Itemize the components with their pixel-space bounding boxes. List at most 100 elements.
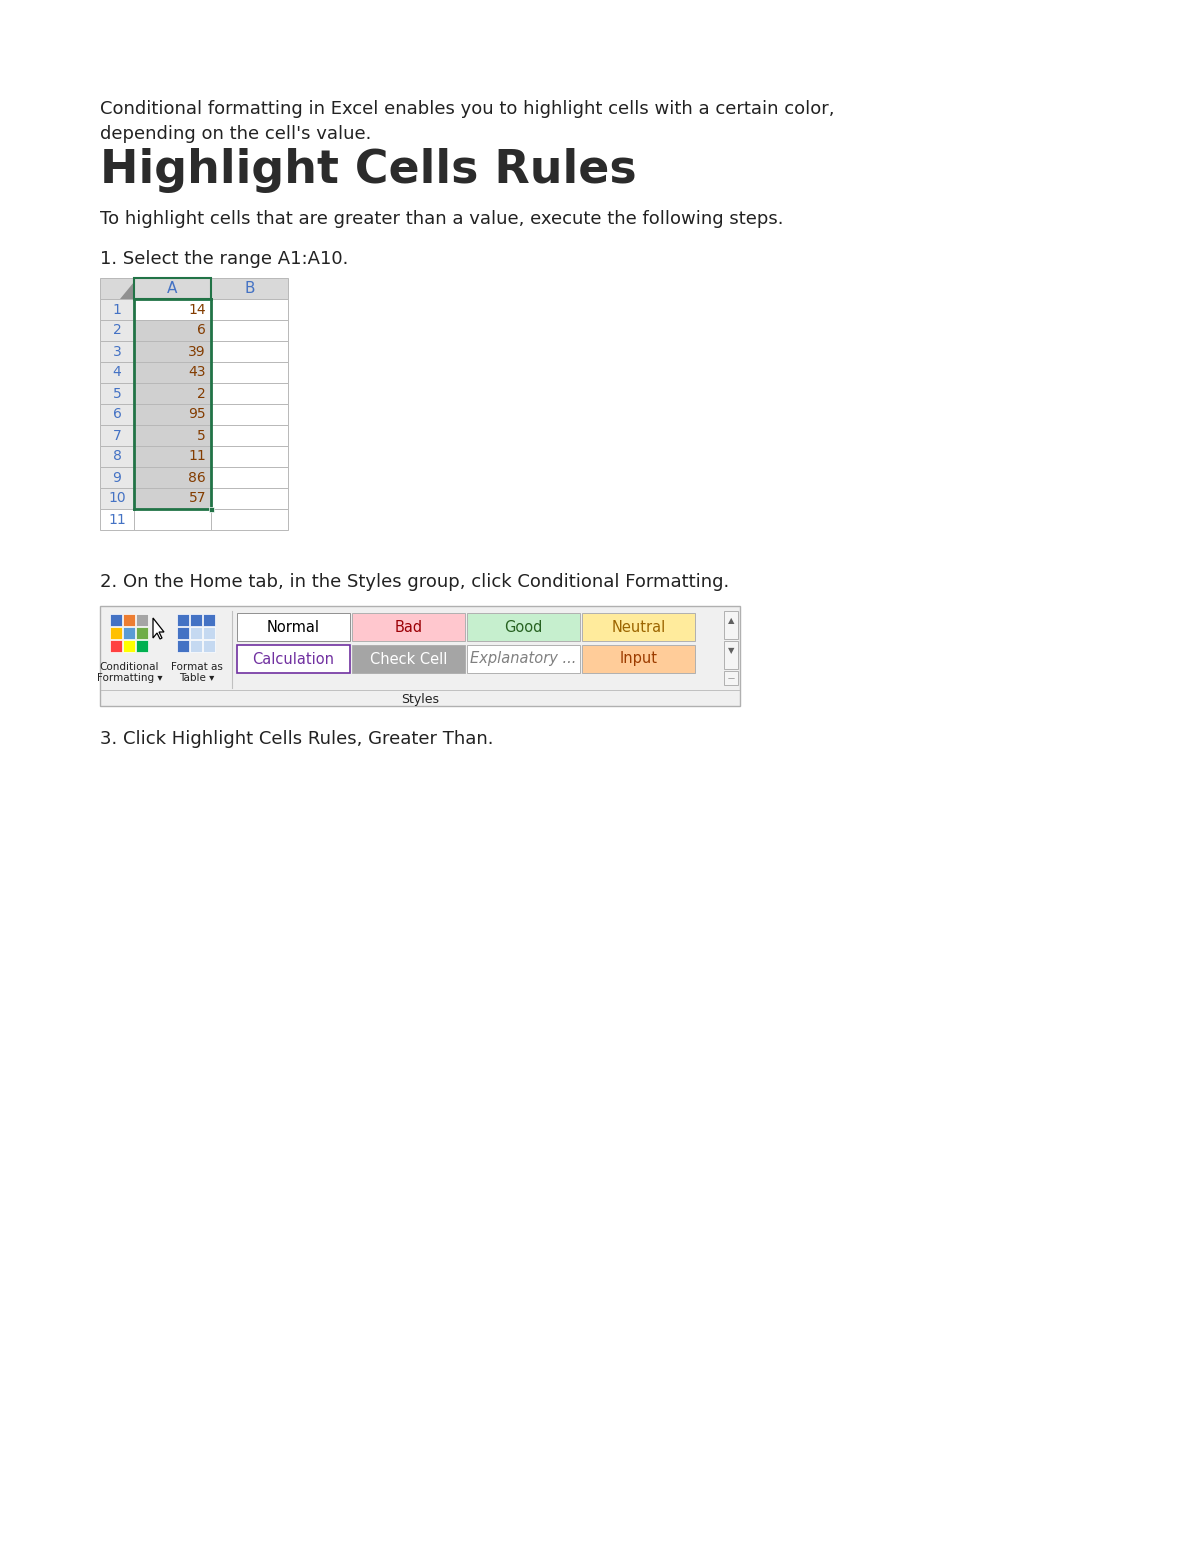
Bar	[238, 644, 350, 672]
Text: 3. Click Highlight Cells Rules, Greater Than.: 3. Click Highlight Cells Rules, Greater …	[100, 730, 493, 749]
Bar	[100, 606, 740, 707]
Bar	[100, 300, 134, 320]
Bar	[134, 426, 211, 446]
Text: 11: 11	[188, 449, 206, 463]
Text: 7: 7	[113, 429, 121, 443]
Bar	[211, 278, 288, 300]
Bar	[582, 613, 695, 641]
Bar	[211, 446, 288, 467]
Text: 1: 1	[113, 303, 121, 317]
Bar	[100, 509, 134, 530]
Text: depending on the cell's value.: depending on the cell's value.	[100, 124, 371, 143]
Bar	[211, 300, 288, 320]
Text: ▲: ▲	[727, 617, 734, 626]
Bar	[190, 640, 202, 652]
Text: A: A	[167, 281, 178, 297]
Text: 11: 11	[108, 512, 126, 526]
Bar	[211, 426, 288, 446]
Bar	[211, 404, 288, 426]
Bar	[211, 342, 288, 362]
Bar	[352, 613, 466, 641]
Text: Table ▾: Table ▾	[179, 672, 214, 683]
Bar	[211, 509, 288, 530]
Bar	[100, 278, 134, 300]
Bar	[110, 640, 122, 652]
Text: Check Cell: Check Cell	[370, 652, 448, 666]
Bar	[134, 467, 211, 488]
Bar	[134, 404, 211, 426]
Bar	[467, 613, 580, 641]
Bar	[100, 342, 134, 362]
Text: Explanatory ...: Explanatory ...	[470, 652, 577, 666]
Bar	[134, 362, 211, 384]
Bar	[178, 627, 190, 638]
Bar	[134, 509, 211, 530]
Bar	[190, 627, 202, 638]
Text: Format as: Format as	[170, 662, 222, 672]
Text: 39: 39	[188, 345, 206, 359]
Text: Highlight Cells Rules: Highlight Cells Rules	[100, 148, 637, 193]
Text: Conditional: Conditional	[100, 662, 160, 672]
Bar	[134, 278, 211, 300]
Text: 8: 8	[113, 449, 121, 463]
Bar	[136, 640, 148, 652]
Text: 5: 5	[113, 387, 121, 401]
Bar	[110, 627, 122, 638]
Text: To highlight cells that are greater than a value, execute the following steps.: To highlight cells that are greater than…	[100, 210, 784, 228]
Bar	[136, 627, 148, 638]
Bar	[211, 467, 288, 488]
Bar	[136, 613, 148, 626]
Text: 2. On the Home tab, in the Styles group, click Conditional Formatting.: 2. On the Home tab, in the Styles group,…	[100, 573, 730, 592]
Bar	[134, 320, 211, 342]
Bar	[467, 644, 580, 672]
Bar	[100, 384, 134, 404]
Bar	[211, 362, 288, 384]
Text: Input: Input	[619, 652, 658, 666]
Text: Normal: Normal	[266, 620, 320, 635]
Bar	[134, 300, 211, 320]
Bar	[100, 446, 134, 467]
Bar	[134, 446, 211, 467]
Text: Formatting ▾: Formatting ▾	[97, 672, 162, 683]
Text: 95: 95	[188, 407, 206, 421]
Text: 6: 6	[197, 323, 206, 337]
Text: Styles: Styles	[401, 693, 439, 705]
Bar	[100, 320, 134, 342]
Bar	[110, 613, 122, 626]
Bar	[724, 671, 738, 685]
Bar	[134, 342, 211, 362]
Bar	[100, 404, 134, 426]
Bar	[352, 644, 466, 672]
Text: 5: 5	[197, 429, 206, 443]
Bar	[211, 488, 288, 509]
Bar	[190, 613, 202, 626]
Polygon shape	[120, 283, 134, 300]
Bar	[178, 613, 190, 626]
Text: Good: Good	[504, 620, 542, 635]
Text: 6: 6	[113, 407, 121, 421]
Bar	[582, 644, 695, 672]
Text: 2: 2	[197, 387, 206, 401]
Bar	[134, 384, 211, 404]
Text: —: —	[727, 676, 734, 682]
Bar	[134, 488, 211, 509]
Polygon shape	[154, 618, 164, 638]
Text: 4: 4	[113, 365, 121, 379]
Bar	[100, 426, 134, 446]
Bar	[203, 627, 215, 638]
Text: 1. Select the range A1:A10.: 1. Select the range A1:A10.	[100, 250, 348, 269]
Text: 3: 3	[113, 345, 121, 359]
Bar	[100, 488, 134, 509]
Bar	[238, 613, 350, 641]
Text: 9: 9	[113, 471, 121, 485]
Text: 10: 10	[108, 491, 126, 505]
Bar	[178, 640, 190, 652]
Bar	[100, 362, 134, 384]
Bar	[124, 640, 134, 652]
Text: 57: 57	[188, 491, 206, 505]
Bar	[124, 627, 134, 638]
Text: Neutral: Neutral	[611, 620, 666, 635]
Bar	[124, 613, 134, 626]
Bar	[203, 640, 215, 652]
Text: B: B	[245, 281, 254, 297]
